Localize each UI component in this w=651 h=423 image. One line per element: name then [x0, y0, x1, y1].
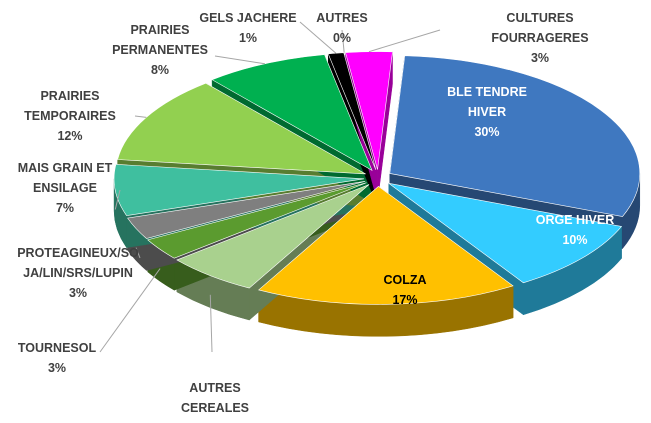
category-label: PROTEAGINEUX/SOJA/LIN/SRS/LUPIN: [17, 246, 139, 280]
category-label: TOURNESOL: [17, 341, 97, 355]
leader-line: [209, 294, 213, 353]
value-label: 0%: [332, 31, 352, 45]
slice-label: PROTEAGINEUX/SOJA/LIN/SRS/LUPIN 3%: [14, 243, 142, 303]
leader-line: [134, 115, 147, 118]
slice: [258, 186, 514, 305]
slice: [117, 82, 366, 175]
value-label: 3%: [68, 286, 88, 300]
slice-label: AUTRES CEREALES: [170, 378, 260, 418]
slice-label: MAIS GRAIN ET ENSILAGE 7%: [0, 158, 130, 218]
leader-line: [114, 189, 121, 210]
slice-label: PRAIRIES TEMPORAIRES 12%: [10, 86, 130, 146]
category-label: BLE TENDRE HIVER: [447, 85, 527, 119]
slice-label: GELS JACHERE 1%: [193, 8, 303, 48]
leader-line: [99, 268, 161, 353]
category-label: MAIS GRAIN ET ENSILAGE: [17, 161, 113, 195]
category-label: ORGE HIVER: [535, 213, 615, 227]
value-label: 7%: [55, 201, 75, 215]
slice: [147, 182, 367, 259]
category-label: PRAIRIES PERMANENTES: [112, 23, 208, 57]
category-label: CULTURES FOURRAGERES: [491, 11, 589, 45]
slice-label: ORGE HIVER 10%: [520, 210, 630, 250]
leader-line: [341, 29, 345, 53]
slice: [127, 181, 366, 239]
value-label: 30%: [474, 125, 500, 139]
value-label: 17%: [392, 293, 418, 307]
slice-label: TOURNESOL 3%: [12, 338, 102, 378]
slice: [389, 55, 641, 217]
category-label: PRAIRIES TEMPORAIRES: [24, 89, 116, 123]
leader-line: [135, 247, 141, 259]
category-label: AUTRES: [316, 11, 368, 25]
slice-label: CULTURES FOURRAGERES 3%: [475, 8, 605, 68]
slice: [388, 183, 623, 284]
leader-line: [368, 29, 441, 53]
slice-label: BLE TENDRE HIVER 30%: [432, 82, 542, 142]
slice-label: PRAIRIES PERMANENTES 8%: [100, 20, 220, 80]
value-label: 1%: [238, 31, 258, 45]
category-label: AUTRES CEREALES: [180, 381, 250, 415]
category-label: COLZA: [383, 273, 427, 287]
value-label: 3%: [47, 361, 67, 375]
slice: [176, 184, 370, 289]
slice-tops: [113, 51, 641, 305]
value-label: 8%: [150, 63, 170, 77]
value-label: 12%: [57, 129, 83, 143]
slice-label: COLZA 17%: [355, 270, 455, 310]
value-label: 3%: [530, 51, 550, 65]
leader-line: [214, 55, 265, 65]
slice-label: AUTRES 0%: [312, 8, 372, 48]
slice: [113, 164, 365, 216]
leader-line: [299, 21, 337, 54]
category-label: GELS JACHERE: [199, 11, 297, 25]
value-label: 10%: [562, 233, 588, 247]
